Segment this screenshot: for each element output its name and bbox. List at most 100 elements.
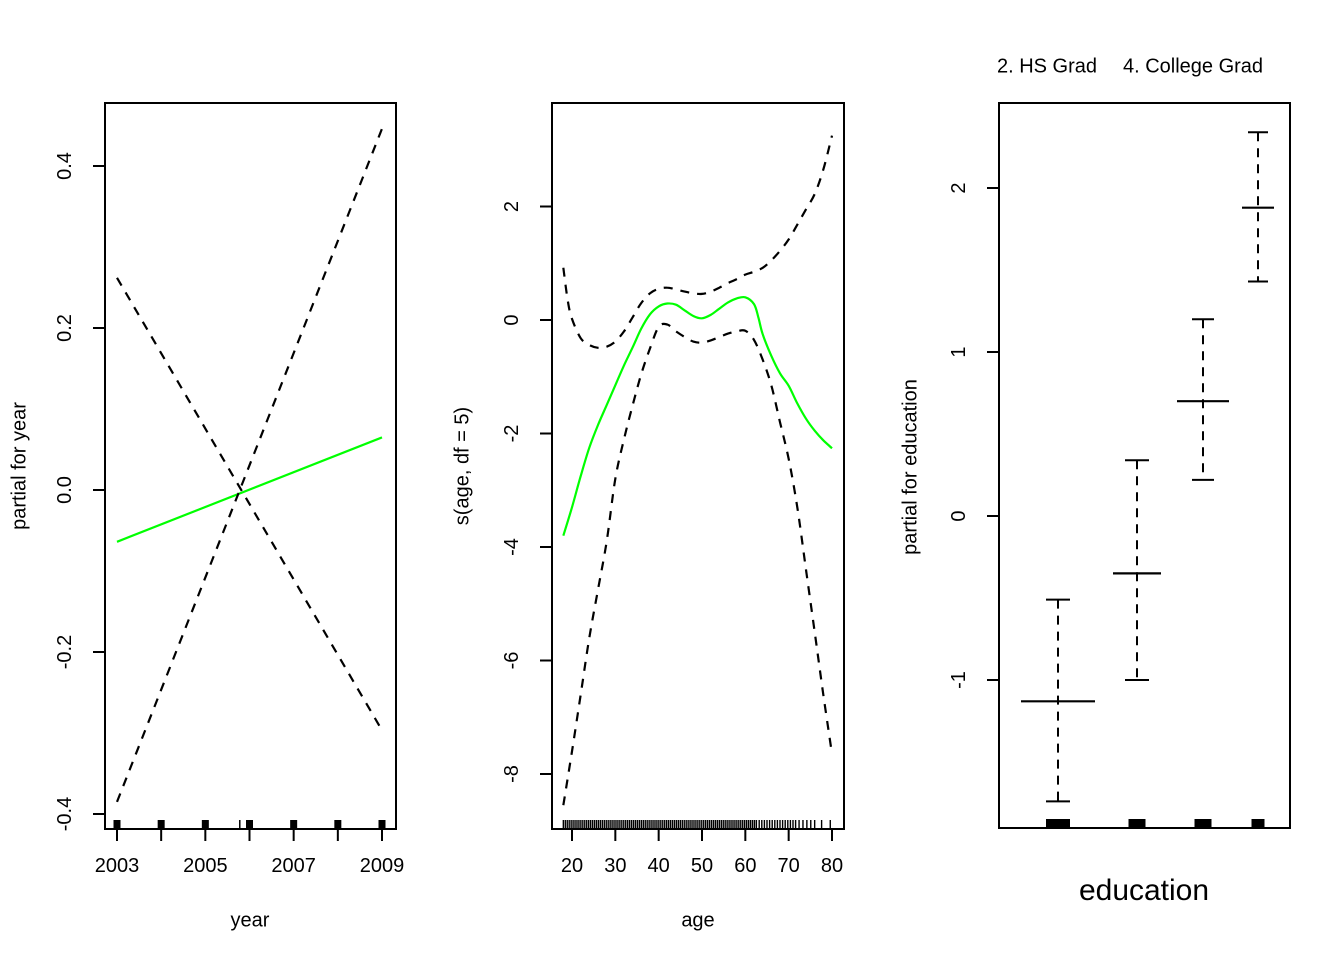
y-tick-label: -6 [501, 652, 523, 670]
rug-mark [562, 820, 565, 829]
rug-mark [568, 820, 570, 829]
rug-mark [605, 820, 607, 829]
rug-mark [572, 820, 574, 829]
rug-mark [662, 820, 664, 829]
x-tick-label: 80 [821, 855, 843, 877]
x-tick-label: 2005 [183, 855, 228, 877]
rug-mark [609, 820, 611, 829]
rug-mark [689, 820, 691, 829]
rug-mark [664, 820, 666, 829]
rug-mark [802, 820, 804, 829]
x-tick-label: 50 [691, 855, 713, 877]
rug-mark [246, 820, 253, 829]
rug-mark [611, 820, 613, 829]
rug-block [1128, 819, 1146, 828]
top-axis-label-hs-grad: 2. HS Grad [996, 55, 1098, 78]
rug-mark [636, 820, 639, 829]
rug-mark [699, 820, 701, 829]
rug-mark [673, 820, 676, 829]
rug-mark [589, 820, 592, 829]
panel-frame [998, 102, 1291, 829]
rug-mark [732, 820, 734, 829]
rug-mark [753, 820, 756, 829]
rug-mark [691, 820, 693, 829]
x-axis-title-year: year [230, 909, 270, 932]
rug-mark [644, 820, 646, 829]
rug-mark [595, 820, 598, 829]
y-tick-label: -0.4 [54, 797, 76, 831]
rug-mark [787, 820, 789, 829]
rug-mark [740, 820, 742, 829]
rug-mark [687, 820, 689, 829]
rug-mark [736, 820, 738, 829]
y-tick-label: -4 [501, 538, 523, 556]
rug-mark [758, 820, 760, 829]
rug-mark [566, 820, 568, 829]
y-axis-title-s-age-df-5: s(age, df = 5) [451, 406, 474, 526]
rug-mark [642, 820, 644, 829]
rug-mark [290, 820, 298, 829]
rug-mark [701, 820, 703, 829]
rug-mark [654, 820, 656, 829]
x-tick-label: 2003 [95, 855, 140, 877]
rug-mark [706, 820, 709, 829]
rug-mark [810, 820, 812, 829]
top-axis-label-college-grad: 4. College Grad [1122, 55, 1264, 78]
y-tick-label: 1 [948, 346, 970, 357]
rug-mark [724, 820, 726, 829]
rug-mark [761, 820, 763, 829]
rug-mark [621, 820, 623, 829]
rug-mark [774, 820, 776, 829]
rug-mark [587, 820, 590, 829]
rug-mark [591, 820, 594, 829]
y-tick-label: 2 [948, 182, 970, 193]
y-tick-label: -2 [501, 425, 523, 443]
rug-mark [334, 820, 342, 829]
rug-mark [574, 820, 576, 829]
series-fit [116, 436, 383, 543]
rug-mark [712, 820, 715, 829]
x-tick-label: 40 [648, 855, 670, 877]
rug-mark [738, 820, 740, 829]
y-tick-label: 0 [948, 510, 970, 521]
rug-mark [806, 820, 808, 829]
rug-mark [586, 820, 588, 829]
rug-mark [597, 820, 600, 829]
rug-mark [747, 820, 750, 829]
rug-mark [792, 820, 794, 829]
rug-mark [619, 820, 621, 829]
rug-mark [771, 820, 773, 829]
rug-block [1194, 819, 1212, 828]
x-axis-title-age: age [681, 909, 715, 932]
rug-mark [755, 820, 758, 829]
rug-mark [660, 820, 662, 829]
rug-mark [564, 820, 566, 829]
rug-mark [697, 820, 699, 829]
rug-mark [784, 820, 786, 829]
rug-mark [201, 820, 209, 829]
rug-mark [603, 820, 605, 829]
rug-mark [743, 820, 746, 829]
series-lower-band [115, 128, 384, 803]
rug-mark [776, 820, 779, 829]
rug-mark [617, 820, 619, 829]
x-axis-title-education: education [1078, 874, 1210, 907]
rug-mark [570, 820, 572, 829]
rug-mark [607, 820, 609, 829]
rug-mark [779, 820, 781, 829]
series-lower-band [562, 322, 834, 806]
y-tick-label: 0.0 [54, 476, 76, 504]
rug-mark [628, 820, 631, 829]
rug-mark [683, 820, 685, 829]
rug-mark [646, 820, 648, 829]
rug-mark [630, 820, 633, 829]
x-tick-label: 70 [778, 855, 800, 877]
rug-mark [710, 820, 713, 829]
rug-mark [679, 820, 682, 829]
rug-mark [716, 820, 719, 829]
rug-mark [703, 820, 705, 829]
series-upper-band [116, 277, 381, 728]
rug-mark [648, 820, 650, 829]
rug-mark [615, 820, 617, 829]
